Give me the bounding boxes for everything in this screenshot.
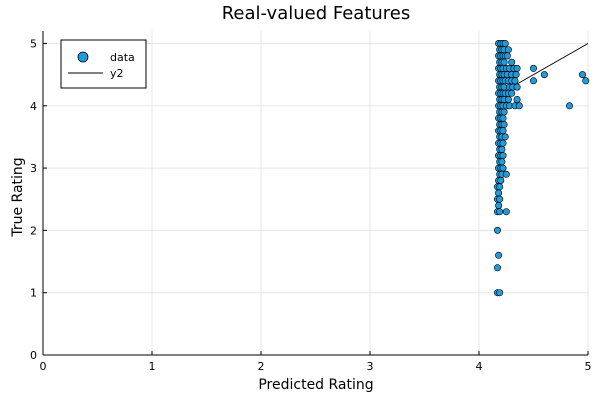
data-point: [529, 77, 537, 85]
data-point: [493, 226, 501, 234]
data-point: [512, 71, 520, 79]
y-tick-label: 3: [30, 162, 37, 175]
y-axis-title: True Rating: [10, 157, 26, 237]
x-tick-label: 3: [367, 360, 374, 373]
data-point: [499, 139, 507, 147]
data-point: [578, 71, 586, 79]
y-tick-label: 0: [30, 349, 37, 362]
data-point: [513, 83, 521, 91]
data-point: [501, 133, 509, 141]
x-tick-label: 5: [585, 360, 592, 373]
series-line-y2: [516, 43, 589, 85]
data-point: [513, 96, 521, 104]
data-point: [493, 264, 501, 272]
y-tick-label: 1: [30, 287, 37, 300]
data-point: [502, 170, 510, 178]
data-point: [511, 77, 519, 85]
data-point: [513, 64, 521, 72]
x-tick-label: 2: [258, 360, 265, 373]
data-point: [502, 208, 510, 216]
data-point: [497, 177, 505, 185]
data-point: [496, 195, 504, 203]
data-point: [508, 58, 516, 66]
legend-box: [60, 39, 147, 89]
x-axis-title: Predicted Rating: [258, 377, 373, 393]
legend-label-data: data: [110, 51, 135, 64]
data-point: [504, 96, 512, 104]
data-point: [500, 121, 508, 129]
tick-labels: 0 1 2 3 4 5 0 1 2 3 4 5: [30, 37, 592, 373]
data-point: [515, 102, 523, 110]
data-point: [499, 152, 507, 160]
data-point: [496, 289, 504, 297]
data-point: [499, 127, 507, 135]
data-point: [496, 183, 504, 191]
series-y2: [516, 43, 589, 85]
x-tick-label: 0: [40, 360, 47, 373]
y-tick-label: 4: [30, 100, 37, 113]
legend-marker-data: [77, 51, 89, 63]
data-point: [504, 46, 512, 54]
data-point: [499, 164, 507, 172]
axes: [42, 31, 589, 356]
legend-label-y2: y2: [110, 67, 124, 80]
data-point: [508, 89, 516, 97]
data-point: [499, 114, 507, 122]
legend: data y2: [60, 39, 147, 89]
data-point: [565, 102, 573, 110]
data-point: [529, 64, 537, 72]
data-point: [500, 108, 508, 116]
data-point: [496, 208, 504, 216]
data-point: [495, 189, 503, 197]
data-point: [500, 58, 508, 66]
data-point: [501, 39, 509, 47]
series-data: [493, 39, 590, 297]
y-tick-label: 5: [30, 37, 37, 50]
data-point: [582, 77, 590, 85]
data-point: [498, 145, 506, 153]
data-point: [495, 202, 503, 210]
data-point: [498, 158, 506, 166]
chart-title: Real-valued Features: [222, 3, 411, 24]
data-point: [495, 251, 503, 259]
y-tick-label: 2: [30, 224, 37, 237]
data-point: [540, 71, 548, 79]
x-tick-label: 4: [476, 360, 483, 373]
x-tick-label: 1: [149, 360, 156, 373]
data-point: [503, 52, 511, 60]
